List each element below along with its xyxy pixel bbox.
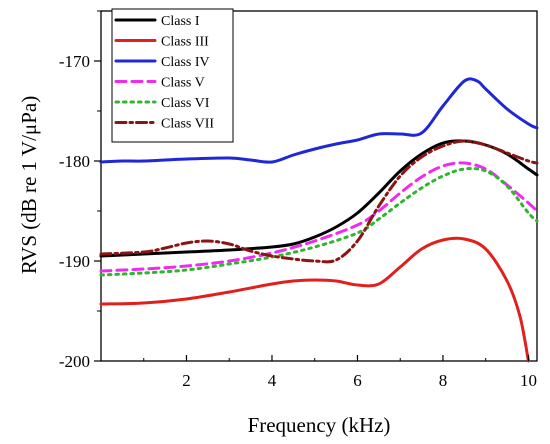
- ticks-layer: 2 4 6 8 10 -200 -190 -180 -170: [59, 10, 537, 390]
- legend-label-1: Class I: [161, 14, 200, 29]
- x-tick-label: 10: [520, 371, 537, 390]
- series-line-1: [99, 139, 539, 258]
- x-tick-label: 2: [182, 371, 191, 390]
- x-tick-label: 6: [353, 371, 362, 390]
- y-tick-label: -190: [59, 252, 90, 271]
- legend-label-6: Class VII: [161, 117, 214, 132]
- legend-label-4: Class V: [161, 76, 205, 91]
- y-tick-label: -200: [59, 352, 90, 371]
- legend-label-2: Class III: [161, 35, 209, 50]
- series-line-2: [99, 236, 530, 363]
- x-tick-label: 8: [439, 371, 448, 390]
- legend-box: [111, 8, 234, 143]
- legend-label-3: Class IV: [161, 55, 210, 70]
- plot-frame: [100, 10, 538, 362]
- series-line-6: [99, 139, 539, 264]
- y-tick-label: -180: [59, 152, 90, 171]
- y-tick-label: -170: [59, 52, 90, 71]
- x-tick-label: 4: [268, 371, 277, 390]
- series-layer: [99, 77, 539, 363]
- y-axis-label: RVS (dB re 1 V/μPa): [17, 96, 41, 274]
- series-line-5: [99, 167, 539, 277]
- x-axis-label: Frequency (kHz): [248, 413, 391, 437]
- series-line-4: [99, 161, 539, 273]
- legend: Class I Class III Class IV Class V Class VI C…: [111, 8, 234, 143]
- series-line-3: [99, 77, 539, 164]
- legend-label-5: Class VI: [161, 96, 210, 111]
